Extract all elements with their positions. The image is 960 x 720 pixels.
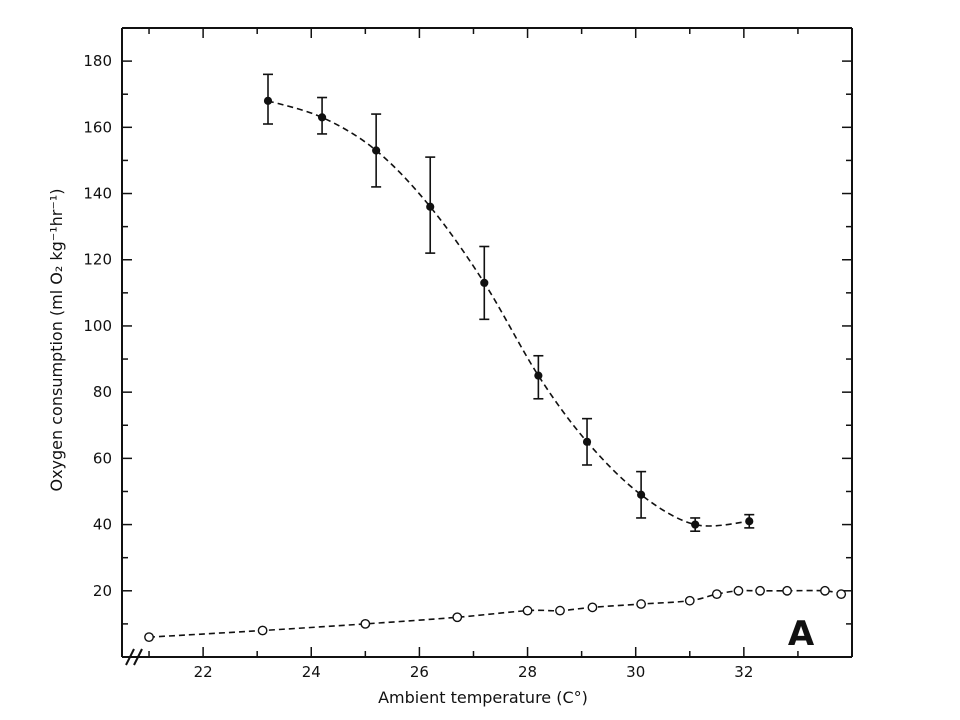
- x-tick-label: 26: [410, 663, 429, 681]
- data-point: [636, 599, 647, 609]
- data-point: [637, 490, 646, 499]
- data-point: [555, 605, 565, 616]
- chart-series: [144, 73, 847, 643]
- x-tick-label: 22: [194, 663, 213, 681]
- data-point: [372, 146, 381, 155]
- x-tick-label: 28: [518, 663, 537, 681]
- x-tick-label: 30: [626, 663, 645, 681]
- data-point: [836, 589, 847, 599]
- data-point: [782, 585, 793, 596]
- x-axis-ticks: 22 24 26 28 30 32: [148, 28, 799, 681]
- y-tick-label: 20: [93, 582, 112, 600]
- data-point: [426, 202, 435, 211]
- data-point: [691, 520, 700, 529]
- data-point: [452, 612, 463, 623]
- x-tick-label: 24: [302, 663, 321, 681]
- series-2-line: [148, 589, 842, 638]
- y-tick-label: 160: [83, 118, 112, 136]
- chart-axes: [121, 27, 853, 666]
- data-point: [360, 618, 371, 629]
- data-point: [587, 602, 598, 613]
- y-tick-label: 140: [83, 185, 112, 203]
- series-1-line: [267, 100, 750, 527]
- data-point: [820, 585, 830, 596]
- y-tick-label: 100: [83, 317, 112, 335]
- data-point: [317, 113, 327, 122]
- data-point: [257, 625, 268, 636]
- panel-label: A: [788, 614, 815, 654]
- y-tick-label: 40: [93, 516, 112, 534]
- x-axis-label: Ambient temperature (C°): [378, 688, 588, 707]
- data-point: [534, 371, 543, 380]
- data-point: [733, 585, 744, 596]
- data-point: [582, 437, 592, 446]
- y-tick-label: 80: [93, 383, 112, 401]
- y-axis-ticks: 20 40 60 80 100 120 140 160 180: [83, 52, 852, 625]
- data-point: [711, 589, 722, 599]
- y-tick-label: 60: [93, 449, 112, 467]
- data-point: [745, 517, 754, 526]
- axis-break-mark: [133, 648, 143, 666]
- axis-break-mark: [125, 648, 135, 666]
- y-tick-label: 180: [83, 52, 112, 70]
- data-point: [684, 595, 695, 606]
- data-point: [522, 605, 533, 616]
- data-point: [755, 585, 765, 596]
- data-point: [144, 632, 154, 643]
- y-tick-label: 120: [83, 251, 112, 269]
- data-point: [480, 278, 489, 288]
- data-point: [263, 96, 273, 105]
- x-tick-label: 32: [734, 663, 753, 681]
- y-axis-label: Oxygen consumption (ml O₂ kg⁻¹hr⁻¹): [47, 189, 66, 492]
